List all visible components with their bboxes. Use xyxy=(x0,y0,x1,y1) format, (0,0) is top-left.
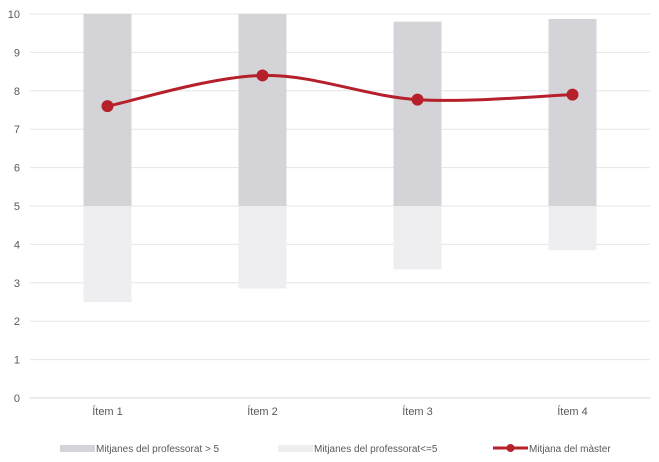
y-tick-label: 5 xyxy=(14,201,20,213)
x-axis-ticks: Ítem 1 Ítem 2 Ítem 3 Ítem 4 xyxy=(92,405,588,418)
y-tick-label: 1 xyxy=(14,355,20,367)
x-tick-label: Ítem 1 xyxy=(92,405,123,418)
y-tick-label: 0 xyxy=(14,393,20,405)
series-point xyxy=(101,100,114,113)
x-tick-label: Ítem 2 xyxy=(247,405,278,418)
y-tick-label: 6 xyxy=(14,163,20,175)
bar-series1 xyxy=(548,18,597,206)
legend-swatch xyxy=(60,445,95,452)
y-tick-label: 9 xyxy=(14,47,20,59)
legend: Mitjanes del professorat > 5 Mitjanes del… xyxy=(60,444,611,455)
legend-swatch xyxy=(278,445,313,452)
series-point xyxy=(566,88,579,101)
y-tick-label: 8 xyxy=(14,86,20,98)
gridlines xyxy=(30,13,650,361)
bar-series2 xyxy=(238,206,287,289)
legend-marker xyxy=(506,444,515,452)
y-tick-label: 4 xyxy=(14,239,20,251)
legend-label: Mitjanes del professorat<=5 xyxy=(314,444,438,455)
legend-label: Mitjana del màster xyxy=(529,444,611,455)
y-tick-label: 10 xyxy=(8,9,20,21)
bar-series2 xyxy=(393,206,442,270)
bar-series2 xyxy=(83,206,132,302)
series-point xyxy=(411,93,424,106)
y-tick-label: 7 xyxy=(14,124,20,136)
y-axis-ticks: 0 1 2 3 4 5 6 7 8 9 10 xyxy=(8,9,20,405)
y-tick-label: 3 xyxy=(14,278,20,290)
bar-series1 xyxy=(393,21,442,207)
series-point xyxy=(256,69,269,82)
bar-series1 xyxy=(238,14,287,206)
series-line-path xyxy=(107,73,573,108)
legend-label: Mitjanes del professorat > 5 xyxy=(96,444,220,455)
bar-series2 xyxy=(548,206,597,251)
bars xyxy=(83,14,597,302)
x-tick-label: Ítem 3 xyxy=(402,405,433,418)
series-line xyxy=(101,69,579,113)
x-tick-label: Ítem 4 xyxy=(557,405,588,418)
y-tick-label: 2 xyxy=(14,316,20,328)
